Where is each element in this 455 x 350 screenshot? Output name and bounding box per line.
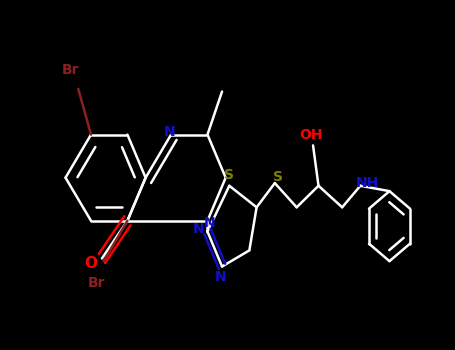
- Text: O: O: [85, 256, 97, 271]
- Text: Br: Br: [62, 63, 80, 77]
- Text: NH: NH: [356, 176, 379, 190]
- Text: N: N: [192, 222, 204, 236]
- Text: OH: OH: [299, 128, 323, 142]
- Text: S: S: [224, 168, 234, 182]
- Text: N: N: [203, 216, 215, 230]
- Text: N: N: [214, 270, 226, 284]
- Text: Br: Br: [88, 276, 105, 290]
- Text: S: S: [273, 170, 283, 184]
- Text: N: N: [163, 125, 175, 139]
